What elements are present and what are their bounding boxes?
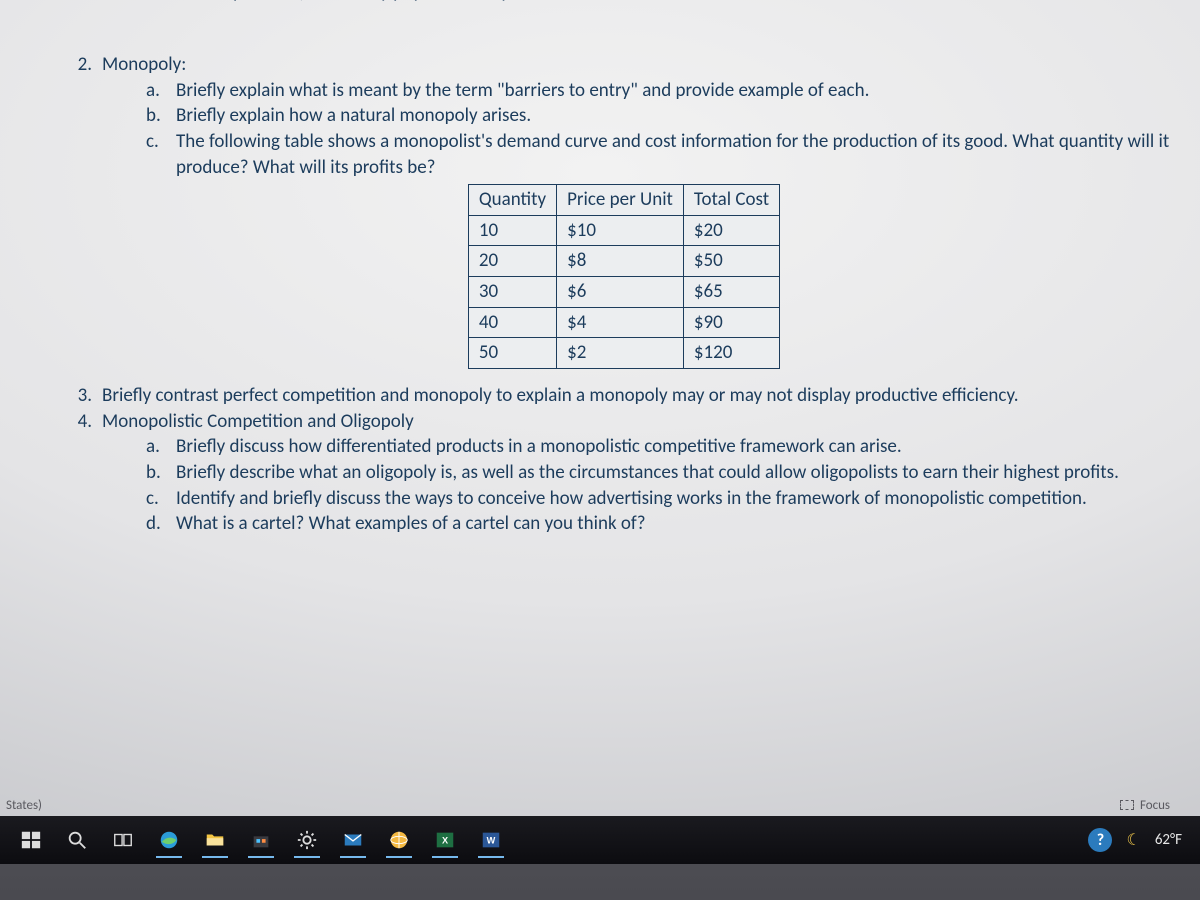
q4d-text: What is a cartel? What examples of a car… xyxy=(176,511,1180,537)
table-header-row: Quantity Price per Unit Total Cost xyxy=(468,185,779,216)
q4c: c. Identify and briefly discuss the ways… xyxy=(68,486,1180,512)
svg-text:W: W xyxy=(487,836,496,846)
table-row: 20$8$50 xyxy=(468,246,779,277)
q2a: a. Briefly explain what is meant by the … xyxy=(68,78,1180,104)
q4d-label: d. xyxy=(146,511,176,537)
q2b-text: Briefly explain how a natural monopoly a… xyxy=(176,103,1180,129)
document-page: At this output level, how many physician… xyxy=(28,0,1200,814)
globe-icon xyxy=(388,829,410,851)
q2b-label: b. xyxy=(146,103,176,129)
edge-icon xyxy=(158,829,180,851)
q2b: b. Briefly explain how a natural monopol… xyxy=(68,103,1180,129)
search-icon xyxy=(66,829,88,851)
q2c-label: c. xyxy=(146,129,176,180)
word-app[interactable]: W xyxy=(468,820,514,860)
question-3: 3. Briefly contrast perfect competition … xyxy=(68,383,1180,409)
q4-number: 4. xyxy=(68,409,102,435)
file-explorer-app[interactable] xyxy=(192,820,238,860)
col-price: Price per Unit xyxy=(557,185,684,216)
q4c-text: Identify and briefly discuss the ways to… xyxy=(176,486,1180,512)
col-totalcost: Total Cost xyxy=(683,185,779,216)
windows-taskbar: X W ? ☾ 62°F xyxy=(0,816,1200,864)
q4a: a. Briefly discuss how differentiated pr… xyxy=(68,434,1180,460)
q2c-text: The following table shows a monopolist's… xyxy=(176,129,1180,180)
q2a-label: a. xyxy=(146,78,176,104)
status-right[interactable]: Focus xyxy=(1120,798,1200,813)
mail-icon xyxy=(342,829,364,851)
settings-app[interactable] xyxy=(284,820,330,860)
question-2: 2. Monopoly: xyxy=(68,52,1180,78)
table-row: 10$10$20 xyxy=(468,215,779,246)
store-icon xyxy=(250,829,272,851)
q2c: c. The following table shows a monopolis… xyxy=(68,129,1180,180)
start-button[interactable] xyxy=(8,820,54,860)
screen-area: At this output level, how many physician… xyxy=(0,0,1200,864)
weather-icon: ☾ xyxy=(1126,830,1140,850)
task-view-icon xyxy=(112,829,134,851)
monopolist-table: Quantity Price per Unit Total Cost 10$10… xyxy=(468,184,780,369)
table-row: 50$2$120 xyxy=(468,338,779,369)
svg-text:X: X xyxy=(442,836,449,846)
cutoff-text: At this output level, how many physician… xyxy=(153,0,572,6)
col-quantity: Quantity xyxy=(468,185,556,216)
q4a-text: Briefly discuss how differentiated produ… xyxy=(176,434,1180,460)
store-app[interactable] xyxy=(238,820,284,860)
monitor-frame: At this output level, how many physician… xyxy=(0,0,1200,900)
focus-label: Focus xyxy=(1140,798,1170,813)
q2-title: Monopoly: xyxy=(102,52,1180,78)
excel-icon: X xyxy=(434,829,456,851)
word-status-bar: States) Focus xyxy=(0,794,1200,816)
question-4: 4. Monopolistic Competition and Oligopol… xyxy=(68,409,1180,435)
windows-icon xyxy=(20,829,42,851)
q2-number: 2. xyxy=(68,52,102,78)
q3-text: Briefly contrast perfect competition and… xyxy=(102,383,1180,409)
table-row: 40$4$90 xyxy=(468,307,779,338)
search-button[interactable] xyxy=(54,820,100,860)
table-row: 30$6$65 xyxy=(468,277,779,308)
browser-app[interactable] xyxy=(376,820,422,860)
task-view-button[interactable] xyxy=(100,820,146,860)
q4a-label: a. xyxy=(146,434,176,460)
q2a-text: Briefly explain what is meant by the ter… xyxy=(176,78,1180,104)
q4-title: Monopolistic Competition and Oligopoly xyxy=(102,409,1180,435)
edge-app[interactable] xyxy=(146,820,192,860)
word-icon: W xyxy=(480,829,502,851)
gear-icon xyxy=(296,829,318,851)
excel-app[interactable]: X xyxy=(422,820,468,860)
q4b: b. Briefly describe what an oligopoly is… xyxy=(68,460,1180,486)
taskbar-tray: ? ☾ 62°F xyxy=(1088,828,1192,852)
help-button[interactable]: ? xyxy=(1088,828,1112,852)
temperature-label: 62°F xyxy=(1155,831,1182,849)
mail-app[interactable] xyxy=(330,820,376,860)
status-left: States) xyxy=(0,798,42,813)
q4b-label: b. xyxy=(146,460,176,486)
focus-icon xyxy=(1120,800,1134,810)
q3-number: 3. xyxy=(68,383,102,409)
folder-icon xyxy=(204,829,226,851)
q4d: d. What is a cartel? What examples of a … xyxy=(68,511,1180,537)
q4c-label: c. xyxy=(146,486,176,512)
q4b-text: Briefly describe what an oligopoly is, a… xyxy=(176,460,1180,486)
